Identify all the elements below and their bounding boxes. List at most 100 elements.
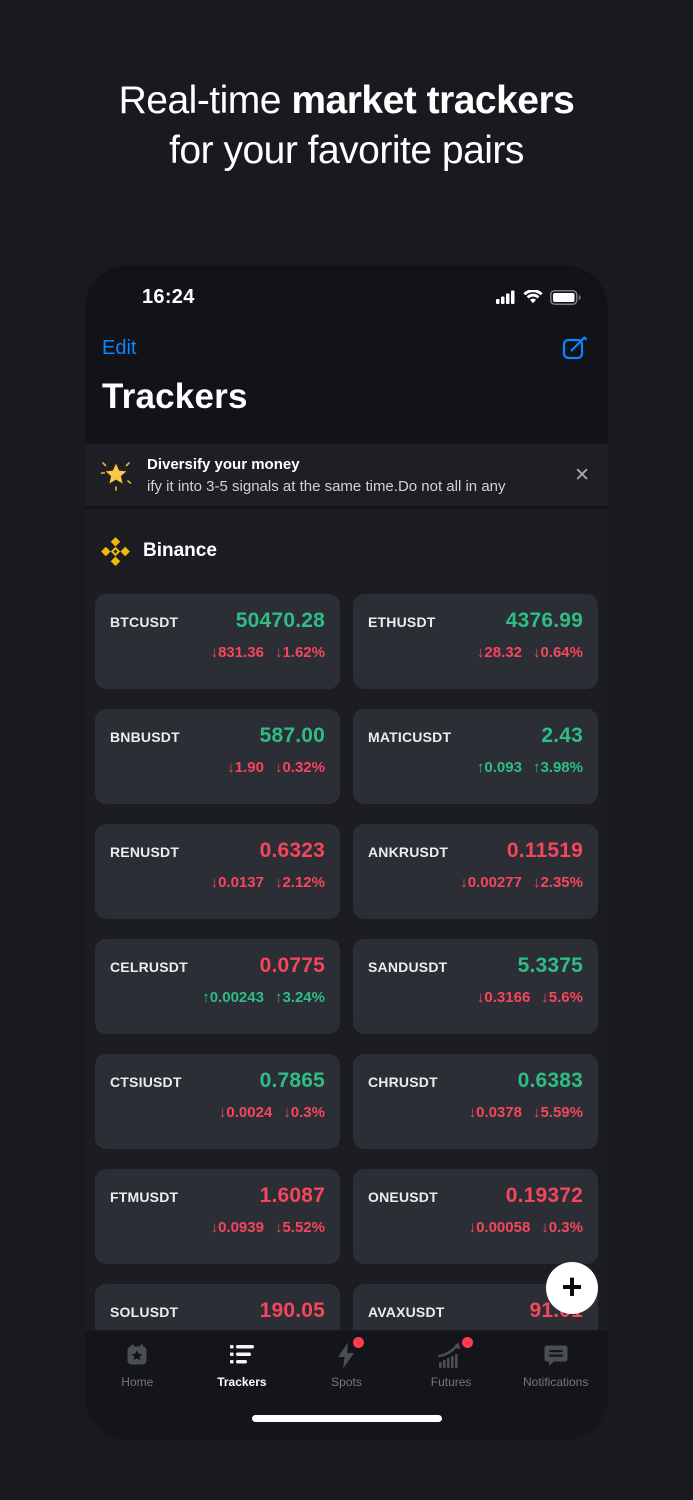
headline-line1: Real-time market trackers	[0, 76, 693, 126]
pair-card-renusdt[interactable]: RENUSDT 0.6323 ↓0.0137 ↓2.12%	[95, 824, 340, 919]
pair-row1: MATICUSDT 2.43	[368, 724, 583, 748]
close-icon[interactable]: ✕	[574, 464, 590, 486]
pair-change-pct: ↓0.3%	[541, 1219, 583, 1236]
pair-change-pct: ↑3.24%	[274, 989, 325, 1006]
pair-card-sandusdt[interactable]: SANDUSDT 5.3375 ↓0.3166 ↓5.6%	[353, 939, 598, 1034]
pair-price: 190.05	[259, 1299, 325, 1322]
tab-notifications[interactable]: Notifications	[503, 1340, 608, 1401]
binance-logo-icon	[101, 536, 130, 566]
pair-row1: CHRUSDT 0.6383	[368, 1069, 583, 1093]
headline-normal: Real-time	[118, 79, 292, 122]
pair-change-pct: ↓2.35%	[532, 874, 583, 891]
pair-row1: BNBUSDT 587.00	[110, 724, 325, 748]
pair-change-row: ↓0.00277 ↓2.35%	[368, 874, 583, 891]
promo-banner: Diversify your money ify it into 3-5 sig…	[85, 444, 608, 506]
tab-home[interactable]: Home	[85, 1340, 190, 1401]
tab-trackers[interactable]: Trackers	[190, 1340, 295, 1401]
pair-change-value: ↓0.00277	[460, 874, 522, 891]
phone-mockup: 16:24 Edit	[85, 265, 608, 1440]
pair-card-bnbusdt[interactable]: BNBUSDT 587.00 ↓1.90 ↓0.32%	[95, 709, 340, 804]
pair-row1: CELRUSDT 0.0775	[110, 954, 325, 978]
pair-change-row: ↓831.36 ↓1.62%	[110, 644, 325, 661]
pair-symbol: MATICUSDT	[368, 729, 452, 745]
pair-change-value: ↑0.00243	[202, 989, 264, 1006]
notification-dot	[353, 1337, 365, 1348]
add-tracker-button[interactable]: +	[546, 1262, 598, 1314]
pair-price: 0.6323	[259, 839, 325, 862]
futures-chart-icon	[437, 1337, 474, 1370]
pair-change-row: ↓0.00058 ↓0.3%	[368, 1219, 583, 1236]
pair-change-value: ↓0.3166	[476, 989, 531, 1006]
pair-change-value: ↓1.90	[227, 759, 264, 776]
notification-dot	[462, 1337, 474, 1348]
pair-symbol: RENUSDT	[110, 844, 180, 860]
pair-symbol: SANDUSDT	[368, 959, 448, 975]
tab-label: Futures	[430, 1375, 472, 1389]
pair-change-row: ↓0.0939 ↓5.52%	[110, 1219, 325, 1236]
pair-change-pct: ↓2.12%	[274, 874, 325, 891]
exchange-section: Binance BTCUSDT 50470.28 ↓831.36 ↓1.62% …	[85, 509, 608, 1379]
pair-row1: ETHUSDT 4376.99	[368, 609, 583, 633]
pair-change-row: ↓28.32 ↓0.64%	[368, 644, 583, 661]
pair-row1: ONEUSDT 0.19372	[368, 1184, 583, 1208]
pair-change-value: ↓0.0024	[218, 1104, 273, 1121]
edit-button[interactable]: Edit	[102, 336, 137, 359]
pair-change-value: ↓28.32	[476, 644, 522, 661]
pair-card-ankrusdt[interactable]: ANKRUSDT 0.11519 ↓0.00277 ↓2.35%	[353, 824, 598, 919]
pair-change-value: ↓831.36	[210, 644, 264, 661]
battery-icon	[550, 289, 581, 305]
status-time: 16:24	[142, 285, 195, 308]
tab-label: Notifications	[522, 1375, 589, 1389]
pair-price: 0.6383	[517, 1069, 583, 1092]
pair-price: 0.19372	[505, 1184, 583, 1207]
tab-label: Trackers	[217, 1375, 267, 1389]
pair-price: 1.6087	[259, 1184, 325, 1207]
pair-symbol: AVAXUSDT	[368, 1304, 445, 1320]
banner-title: Diversify your money	[147, 455, 300, 473]
message-icon	[543, 1340, 569, 1370]
pair-row1: BTCUSDT 50470.28	[110, 609, 325, 633]
pair-price: 0.0775	[259, 954, 325, 977]
pair-price: 2.43	[541, 724, 583, 747]
pair-card-oneusdt[interactable]: ONEUSDT 0.19372 ↓0.00058 ↓0.3%	[353, 1169, 598, 1264]
status-icons	[496, 289, 581, 305]
pair-change-row: ↓0.3166 ↓5.6%	[368, 989, 583, 1006]
tab-bar: Home Trackers	[85, 1330, 608, 1440]
pair-change-value: ↓0.0378	[468, 1104, 522, 1121]
home-indicator[interactable]	[252, 1415, 442, 1422]
pair-card-ethusdt[interactable]: ETHUSDT 4376.99 ↓28.32 ↓0.64%	[353, 594, 598, 689]
pair-change-row: ↓1.90 ↓0.32%	[110, 759, 325, 776]
tabs: Home Trackers	[85, 1331, 608, 1401]
pair-price: 0.7865	[259, 1069, 325, 1092]
pair-change-pct: ↓5.52%	[274, 1219, 325, 1236]
pair-price: 4376.99	[505, 609, 583, 632]
compose-icon[interactable]	[561, 334, 589, 362]
pair-change-row: ↑0.00243 ↑3.24%	[110, 989, 325, 1006]
tab-futures[interactable]: Futures	[399, 1337, 504, 1401]
tab-label: Spots	[331, 1375, 362, 1389]
pair-symbol: BNBUSDT	[110, 729, 180, 745]
pair-symbol: ETHUSDT	[368, 614, 436, 630]
pair-row1: ANKRUSDT 0.11519	[368, 839, 583, 863]
pair-change-pct: ↓5.6%	[541, 989, 583, 1006]
pair-price: 50470.28	[235, 609, 325, 632]
pair-price: 587.00	[259, 724, 325, 747]
pair-change-value: ↓0.00058	[468, 1219, 531, 1236]
pair-row1: CTSIUSDT 0.7865	[110, 1069, 325, 1093]
pair-card-btcusdt[interactable]: BTCUSDT 50470.28 ↓831.36 ↓1.62%	[95, 594, 340, 689]
trackers-list-icon	[229, 1340, 255, 1370]
pair-price: 5.3375	[517, 954, 583, 977]
pairs-grid: BTCUSDT 50470.28 ↓831.36 ↓1.62% ETHUSDT …	[85, 594, 608, 1379]
pair-card-celrusdt[interactable]: CELRUSDT 0.0775 ↑0.00243 ↑3.24%	[95, 939, 340, 1034]
tab-spots[interactable]: Spots	[294, 1337, 399, 1401]
pair-change-pct: ↓1.62%	[274, 644, 325, 661]
banner-text: Diversify your money ify it into 3-5 sig…	[147, 456, 570, 495]
pair-card-ftmusdt[interactable]: FTMUSDT 1.6087 ↓0.0939 ↓5.52%	[95, 1169, 340, 1264]
pair-price: 0.11519	[506, 839, 583, 862]
pair-card-chrusdt[interactable]: CHRUSDT 0.6383 ↓0.0378 ↓5.59%	[353, 1054, 598, 1149]
pair-card-maticusdt[interactable]: MATICUSDT 2.43 ↑0.093 ↑3.98%	[353, 709, 598, 804]
pair-change-pct: ↓0.3%	[283, 1104, 325, 1121]
pair-change-row: ↓0.0137 ↓2.12%	[110, 874, 325, 891]
pair-symbol: FTMUSDT	[110, 1189, 179, 1205]
pair-card-ctsiusdt[interactable]: CTSIUSDT 0.7865 ↓0.0024 ↓0.3%	[95, 1054, 340, 1149]
